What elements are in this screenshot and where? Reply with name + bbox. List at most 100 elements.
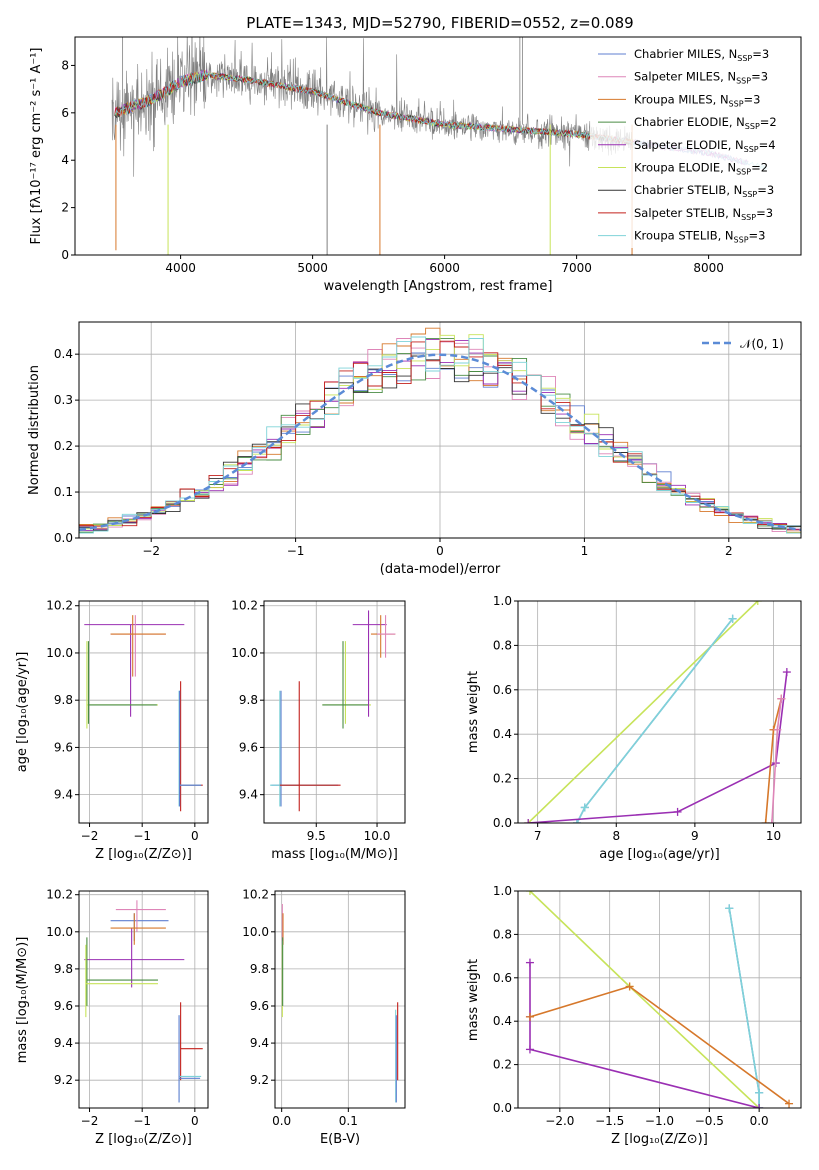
axes-frame: [263, 600, 406, 824]
residual-histogram-panel: −2 −1 0 1 2 0.0 0.1 0.2 0.3 0.4 (data-model)/error…: [27, 321, 802, 577]
y-tick-label: 9.4: [54, 788, 73, 802]
mass-weight-marker: [673, 807, 682, 816]
x-tick-label: 5000: [297, 261, 328, 275]
plot-marks: [79, 327, 801, 538]
legend-entry-count: =3: [757, 183, 774, 197]
x-tick-label: 0: [191, 1114, 199, 1128]
mass-weight-marker: [524, 819, 533, 823]
y-tick-label: 10.0: [46, 925, 73, 939]
y-tick-label: 10.2: [46, 888, 73, 902]
y-tick-label: 10.2: [231, 599, 258, 613]
legend-entry-subscript: SSP: [736, 77, 751, 86]
axis-ticks: 4000 5000 6000 7000 8000 0 2 4 6 8: [61, 58, 724, 275]
x-tick-label: −0.5: [695, 1114, 724, 1128]
y-tick-label: 2: [61, 201, 69, 215]
errorbar-point: [84, 928, 185, 988]
legend-entry-subscript: SSP: [734, 236, 749, 245]
x-tick-label: 10.0: [364, 829, 391, 843]
legend-entry-label: Salpeter MILES, NSSP=3: [634, 70, 768, 86]
x-axis-label: Z [log₁₀(Z/Z⊙)]: [611, 1132, 708, 1147]
gaussian-legend-label: 𝒩(0, 1): [740, 337, 784, 351]
x-tick-label: −1.5: [595, 1114, 624, 1128]
grid-lines: [79, 891, 208, 1108]
y-tick-label: 0: [61, 248, 69, 262]
x-tick-label: 9.5: [307, 829, 326, 843]
axes-frame: [74, 36, 802, 256]
errorbar-point: [115, 900, 166, 932]
x-tick-label: −2: [81, 1114, 99, 1128]
plot-marks: [525, 891, 794, 1108]
y-axis-label: mass [log₁₀(M/M⊙)]: [15, 937, 30, 1064]
age-vs-metallicity-panel: −2 −1 0 9.4 9.6 9.8 10.0 10.2 Z [log₁₀(Z/Z⊙)] age…: [15, 599, 209, 862]
legend-entry-label: Chabrier STELIB, NSSP=3: [634, 183, 774, 199]
y-tick-label: 0.6: [493, 971, 512, 985]
y-tick-label: 1.0: [493, 884, 512, 898]
x-axis-label: mass [log₁₀(M/M⊙)]: [271, 847, 398, 862]
y-tick-label: 10.0: [242, 925, 269, 939]
x-tick-label: 7000: [561, 261, 592, 275]
y-tick-label: 4: [61, 153, 69, 167]
y-tick-label: 9.4: [239, 788, 258, 802]
mass-weight-marker: [572, 819, 581, 823]
legend-entry-subscript: SSP: [736, 168, 751, 177]
mass-weight-marker: [755, 1088, 764, 1097]
mass-vs-reddening-panel: 0.0 0.1 9.2 9.4 9.6 9.8 10.0 10.2 E(B-V): [242, 888, 406, 1147]
y-axis-label: mass weight: [466, 671, 481, 753]
x-tick-label: 10: [766, 829, 781, 843]
x-tick-label: 8: [612, 829, 620, 843]
axis-ticks: 9.5 10.0 9.4 9.6 9.8 10.0 10.2: [231, 599, 390, 843]
spectrum-panel: PLATE=1343, MJD=52790, FIBERID=0552, z=0…: [29, 14, 802, 294]
x-tick-label: 0.0: [750, 1114, 769, 1128]
legend-entry-count: =2: [751, 161, 768, 175]
y-tick-label: 9.8: [250, 962, 269, 976]
x-tick-label: 1: [581, 544, 589, 558]
y-tick-label: 0.4: [493, 1014, 512, 1028]
y-tick-label: 1.0: [493, 594, 512, 608]
errorbar-point: [87, 641, 157, 724]
mass-weight-marker: [728, 614, 737, 623]
plot-marks: [524, 601, 791, 823]
mass-weight-marker: [525, 1012, 534, 1021]
axes-frame: [78, 321, 802, 539]
y-tick-label: 10.2: [46, 599, 73, 613]
x-tick-label: −1: [133, 829, 151, 843]
axis-ticks: −2 −1 0 9.2 9.4 9.6 9.8 10.0 10.2: [46, 888, 198, 1128]
x-tick-label: −2.0: [545, 1114, 574, 1128]
axes-frame: [78, 890, 209, 1109]
errorbar-point: [179, 690, 202, 807]
grid-lines: [79, 601, 208, 823]
y-tick-label: 10.0: [231, 646, 258, 660]
y-tick-label: 0.6: [493, 683, 512, 697]
x-axis-label: (data-model)/error: [380, 562, 501, 577]
y-tick-label: 8: [61, 58, 69, 72]
y-tick-label: 6: [61, 106, 69, 120]
errorbar-point: [84, 624, 185, 717]
x-axis-label: Z [log₁₀(Z/Z⊙)]: [95, 1132, 192, 1147]
x-axis-label: wavelength [Angstrom, rest frame]: [324, 279, 553, 294]
errorbar-point: [110, 615, 166, 677]
legend-entry-subscript: SSP: [737, 54, 752, 63]
x-tick-label: 0.0: [272, 1114, 291, 1128]
legend-entry-count: =3: [744, 92, 761, 106]
legend-entry-label: Salpeter STELIB, NSSP=3: [634, 206, 773, 222]
plot-marks: [84, 615, 203, 812]
y-tick-label: 9.2: [54, 1073, 73, 1087]
y-axis-label: age [log₁₀(age/yr)]: [15, 652, 30, 773]
y-tick-label: 0.2: [493, 1058, 512, 1072]
mass-weight-marker: [525, 958, 534, 967]
axis-ticks: 0.0 0.1 9.2 9.4 9.6 9.8 10.0 10.2: [242, 888, 358, 1128]
legend-entry-subscript: SSP: [742, 190, 757, 199]
plot-marks: [84, 900, 203, 1103]
x-tick-label: 0: [436, 544, 444, 558]
y-tick-label: 9.8: [54, 962, 73, 976]
legend-entry-label: Kroupa ELODIE, NSSP=2: [634, 161, 768, 177]
mass-weight-marker: [525, 1045, 534, 1054]
y-tick-label: 9.8: [239, 693, 258, 707]
y-tick-label: 10.2: [242, 888, 269, 902]
legend-entry-count: =3: [751, 70, 768, 84]
y-tick-label: 9.6: [54, 740, 73, 754]
x-tick-label: 2: [725, 544, 733, 558]
legend-entry-subscript: SSP: [741, 213, 756, 222]
legend-entry-label: Kroupa STELIB, NSSP=3: [634, 229, 765, 245]
